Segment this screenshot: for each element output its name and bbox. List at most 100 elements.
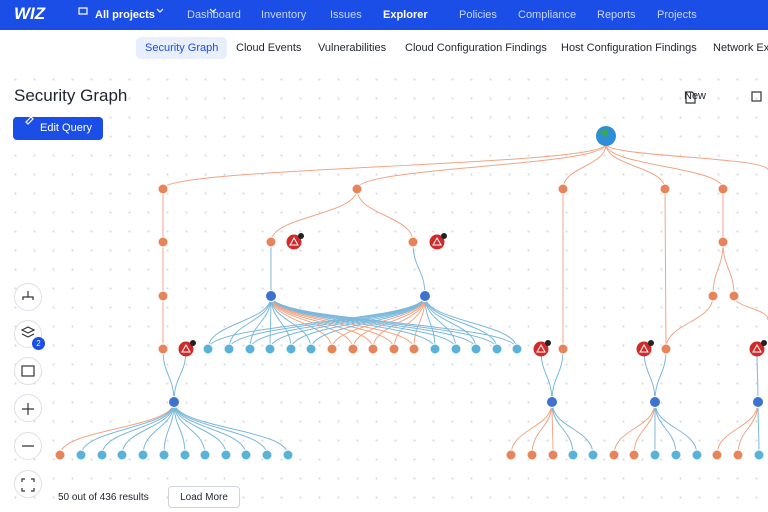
tab[interactable]: Network Exposure	[713, 42, 768, 54]
graph-node	[670, 449, 682, 461]
tab[interactable]: Vulnerabilities	[318, 42, 387, 54]
alert-icon	[432, 236, 442, 246]
load-more-button[interactable]: Load More	[168, 486, 240, 508]
graph-node	[282, 449, 294, 461]
nav-item[interactable]: Reports	[597, 9, 636, 21]
graph-node	[168, 396, 180, 408]
graph-node	[199, 449, 211, 461]
alert-dot	[441, 233, 447, 239]
edge	[551, 401, 574, 456]
graph-node	[691, 449, 703, 461]
graph-node	[265, 290, 277, 302]
edge	[162, 348, 175, 403]
edge	[270, 295, 518, 350]
graph-node	[96, 449, 108, 461]
edge	[605, 143, 768, 171]
graph-node	[608, 449, 620, 461]
logo[interactable]: WIZ	[14, 4, 46, 23]
nav-item[interactable]: Compliance	[518, 9, 577, 21]
nav-item[interactable]: Issues	[330, 9, 362, 21]
nav-item[interactable]: Dashboard	[187, 9, 241, 21]
edge	[80, 401, 175, 456]
tab[interactable]: Security Graph	[136, 37, 228, 59]
tab[interactable]: Host Configuration Findings	[561, 42, 697, 54]
alert-icon	[181, 343, 191, 353]
edge	[412, 241, 426, 297]
graph-node	[158, 449, 170, 461]
tab[interactable]: Cloud Events	[236, 42, 302, 54]
edge	[756, 348, 759, 403]
edge	[356, 188, 414, 243]
layers-badge: 2	[32, 337, 45, 350]
tab[interactable]: Cloud Configuration Findings	[405, 42, 547, 54]
graph-node	[649, 449, 661, 461]
edge	[310, 295, 426, 350]
project-selector[interactable]: All projects	[95, 9, 155, 21]
edge	[716, 401, 759, 456]
nav-item[interactable]: Explorer	[383, 9, 428, 21]
edge	[551, 348, 564, 403]
edge	[654, 348, 667, 403]
fit-view[interactable]	[14, 470, 42, 498]
alert-node	[749, 341, 765, 357]
alert-node	[429, 234, 445, 250]
edge	[59, 401, 175, 456]
edge	[173, 348, 187, 403]
edge	[605, 143, 724, 190]
edge	[270, 295, 498, 350]
edge	[613, 401, 656, 456]
graph-node	[752, 396, 764, 408]
edit-query-button[interactable]: Edit Query	[13, 117, 103, 140]
graph-node	[470, 343, 482, 355]
edge	[605, 143, 666, 190]
edge	[722, 241, 735, 297]
edge	[173, 401, 227, 456]
graph-node	[305, 343, 317, 355]
graph-node	[546, 396, 558, 408]
alert-dot	[298, 233, 304, 239]
edge	[228, 295, 272, 350]
graph-node	[526, 449, 538, 461]
edge	[733, 295, 768, 321]
edge	[173, 401, 206, 456]
graph-node	[157, 290, 169, 302]
nav-item[interactable]: Inventory	[261, 9, 307, 21]
edge	[737, 401, 759, 456]
graph-node	[429, 343, 441, 355]
graph-node	[407, 236, 419, 248]
edge	[540, 348, 553, 403]
edge	[270, 188, 358, 243]
results-count: 50 out of 436 results	[58, 492, 149, 503]
nav-item[interactable]: Projects	[657, 9, 697, 21]
graph-node	[753, 449, 765, 461]
graph-node	[223, 343, 235, 355]
graph-node	[367, 343, 379, 355]
graph-node	[587, 449, 599, 461]
graph-node	[388, 343, 400, 355]
edge	[270, 295, 312, 350]
edge	[633, 401, 656, 456]
graph-node	[326, 343, 338, 355]
graph-node	[505, 449, 517, 461]
edge	[352, 295, 426, 350]
edge	[249, 295, 272, 350]
minimap-tool[interactable]	[14, 357, 42, 385]
layout-tool[interactable]	[14, 283, 42, 311]
graph-node	[567, 449, 579, 461]
graph-node	[179, 449, 191, 461]
edge	[551, 401, 594, 456]
toolbar-icons	[20, 7, 762, 492]
edge	[269, 295, 426, 350]
graph-node	[54, 449, 66, 461]
edge	[424, 295, 457, 350]
graph-node	[244, 343, 256, 355]
page-title: Security Graph	[14, 86, 128, 105]
graph-node	[264, 343, 276, 355]
graph-node	[347, 343, 359, 355]
edge	[372, 295, 426, 350]
nav-item[interactable]: Policies	[459, 9, 497, 21]
alert-dot	[648, 340, 654, 346]
graph-node	[717, 183, 729, 195]
